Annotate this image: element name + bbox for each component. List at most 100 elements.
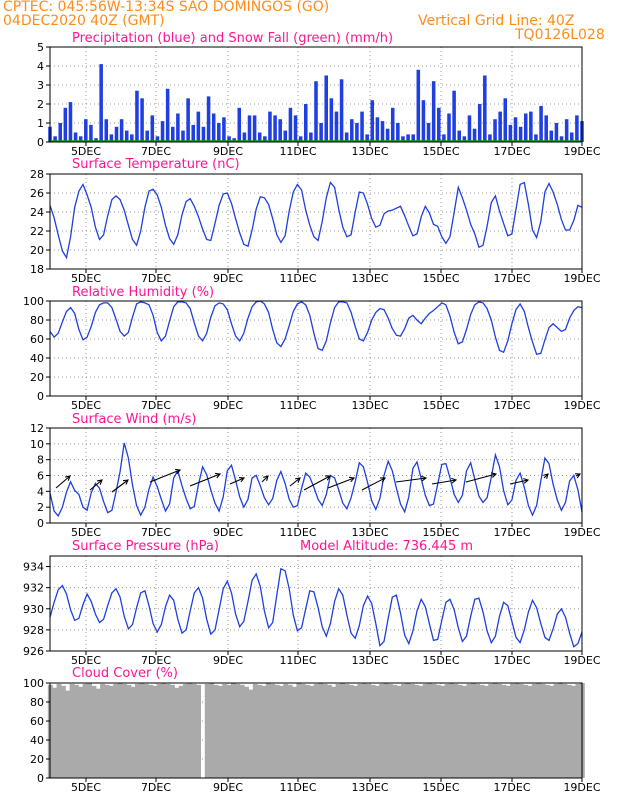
cloud-bar — [278, 685, 284, 778]
cloud-bar — [483, 685, 489, 778]
cloud-bar — [313, 683, 319, 778]
x-tick-label: 11DEC — [279, 781, 316, 794]
wind-arrow-head — [543, 473, 549, 479]
wind-arrow-head — [324, 475, 332, 481]
precip-bar — [135, 90, 139, 142]
precip-bar — [559, 136, 564, 142]
panel-title: Precipitation (blue) and Snow Fall (gree… — [72, 31, 393, 46]
y-tick-label: 930 — [23, 603, 44, 616]
cloud-bar — [82, 683, 88, 778]
precip-bar — [390, 107, 395, 142]
cloud-bar — [440, 685, 446, 778]
wind-arrow-head — [574, 473, 582, 479]
wind-arrow — [111, 479, 129, 493]
cloud-bar — [87, 683, 93, 778]
precip-bar — [104, 119, 109, 142]
wind-arrow-head — [238, 476, 246, 483]
y-tick-label: 1 — [37, 117, 44, 130]
precip-bar — [518, 126, 523, 142]
x-tick-label: 15DEC — [422, 781, 459, 794]
x-tick-label: 15DEC — [422, 272, 459, 285]
precip-bar — [237, 107, 242, 142]
cloud-bar — [453, 683, 459, 778]
x-tick-label: 13DEC — [351, 526, 388, 539]
cloud-bar — [287, 684, 293, 778]
x-tick-label: 15DEC — [422, 399, 459, 412]
cloud-bar — [405, 683, 411, 778]
cloud-bar — [161, 683, 167, 778]
cloud-bar — [73, 684, 79, 778]
panel-frame — [49, 46, 583, 143]
y-tick-label: 20 — [30, 244, 44, 257]
y-tick-label: 928 — [23, 624, 44, 637]
precip-bar — [252, 115, 257, 142]
cloud-bar — [549, 685, 555, 778]
precip-bar — [549, 130, 554, 142]
y-tick-label: 100 — [23, 295, 44, 308]
precip-bar — [89, 124, 93, 142]
precip-bar — [462, 136, 467, 142]
x-tick-label: 5DEC — [71, 272, 101, 285]
wind-arrow — [431, 479, 457, 485]
cloud-bar — [139, 683, 145, 778]
y-tick-label: 934 — [23, 561, 44, 574]
precip-bar — [283, 130, 288, 142]
panel-title: Surface Pressure (hPa) — [72, 539, 219, 554]
cloud-bar — [379, 683, 385, 778]
panel-frame — [49, 682, 583, 779]
x-tick-label: 5DEC — [71, 781, 101, 794]
cloud-bar — [553, 683, 559, 778]
y-tick-label: 926 — [23, 645, 44, 658]
precip-bar — [447, 113, 451, 142]
precip-bar — [360, 111, 364, 142]
cloud-bar — [558, 683, 563, 778]
wind-arrow — [89, 479, 103, 491]
y-tick-label: 2 — [37, 98, 44, 111]
precip-bar — [523, 113, 528, 142]
cloud-bar — [562, 683, 568, 778]
x-tick-label: 13DEC — [351, 654, 388, 667]
precip-bar — [160, 121, 165, 142]
y-tick-label: 40 — [30, 734, 44, 747]
wind-arrow — [465, 473, 497, 483]
cloud-bar — [135, 683, 140, 778]
precip-bar — [319, 123, 323, 142]
cloud-bar — [387, 683, 393, 778]
cloud-bar — [296, 683, 302, 778]
y-tick-label: 0 — [37, 772, 44, 785]
cloud-bar — [305, 684, 311, 778]
cloud-bar — [178, 685, 184, 778]
cloud-bar — [95, 688, 101, 778]
precip-bar — [63, 107, 68, 142]
wind-arrow-head — [348, 476, 356, 483]
panel-5: 0 20 40 60 80 100 5DEC 7DEC 9DEC 11DEC 13DEC 15DEC 1… — [23, 666, 601, 794]
cloud-bar — [187, 683, 193, 778]
cloud-bar — [479, 684, 485, 778]
panel-title: Cloud Cover (%) — [72, 666, 178, 681]
precip-bar — [467, 115, 472, 142]
x-tick-label: 9DEC — [213, 526, 243, 539]
cloud-bar — [431, 683, 437, 778]
precip-bar — [564, 119, 569, 142]
cloud-bar — [209, 683, 215, 778]
precip-bar — [529, 111, 533, 142]
precip-bar — [150, 115, 155, 142]
cloud-bar — [518, 683, 524, 778]
y-tick-label: 932 — [23, 582, 44, 595]
precip-bar — [498, 111, 502, 142]
x-tick-label: 19DEC — [563, 526, 600, 539]
precip-bar — [155, 136, 160, 142]
x-tick-label: 9DEC — [213, 781, 243, 794]
y-tick-label: 40 — [30, 352, 44, 365]
wind-arrow — [289, 477, 301, 487]
x-tick-label: 19DEC — [563, 781, 600, 794]
precip-bar — [483, 75, 487, 142]
precip-bar — [217, 123, 221, 142]
cloud-bar — [130, 686, 136, 778]
cloud-bar — [60, 685, 66, 778]
cloud-bar — [475, 683, 481, 778]
wind-arrow-head — [174, 468, 182, 475]
precip-bar — [78, 136, 83, 142]
precip-bar — [436, 107, 441, 142]
